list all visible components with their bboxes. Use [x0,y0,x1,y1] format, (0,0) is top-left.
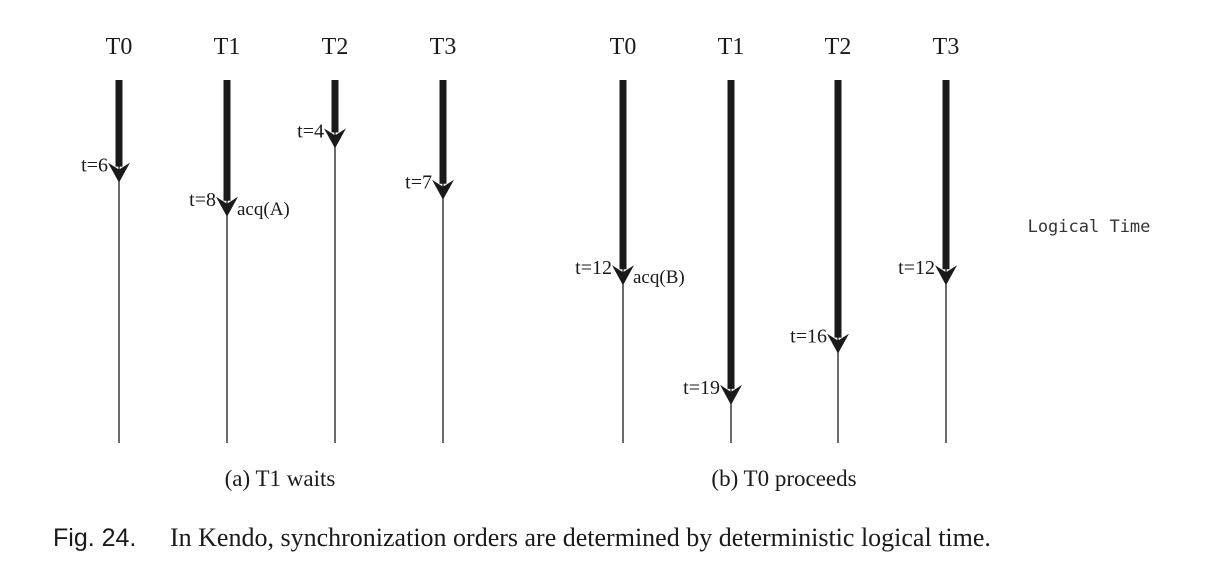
panel-a-t1-time-label: t=8 [189,189,216,211]
panel-a-t3-label: T3 [430,34,457,60]
panel-a-t3-arrowhead [432,179,454,200]
logical-time-legend: Logical Time [1028,217,1151,237]
panel-a-t2-label: T2 [322,34,349,60]
panel-a-t1-arrowhead [216,196,238,217]
panel-a-t2-time-label: t=4 [297,120,324,142]
panel-a-t0-time-label: t=6 [81,155,108,177]
panel-b: T0 t=12 acq(B) T1 t=19 T2 t=16 T3 t=12 [575,34,959,443]
panel-b-t3-arrowhead [935,265,957,286]
panel-a-t0-label: T0 [106,34,133,60]
panel-b-t0-annotation: acq(B) [633,267,685,288]
panel-b-caption: (b) T0 proceeds [711,466,856,491]
panel-b-t3-label: T3 [933,34,960,60]
figure-caption-prefix: Fig. 24. [53,524,136,552]
figure-caption-text: In Kendo, synchronization orders are det… [170,523,991,552]
panel-b-t2-time-label: t=16 [790,326,827,348]
panel-b-t2-arrowhead [827,333,849,354]
panel-b-t0-arrowhead [612,265,634,286]
panel-b-t0-time-label: t=12 [575,257,612,279]
panel-b-t0-label: T0 [610,34,637,60]
panel-a: T0 t=6 T1 t=8 acq(A) T2 t=4 T3 t=7 [81,34,456,443]
panel-a-t2-arrowhead [324,128,346,149]
panel-a-t3-time-label: t=7 [405,172,432,194]
panel-b-t1-label: T1 [718,34,745,60]
panel-a-caption: (a) T1 waits [225,466,336,491]
panel-a-t1-label: T1 [214,34,241,60]
panel-b-t1-arrowhead [720,384,742,405]
panel-b-t2-label: T2 [825,34,852,60]
panel-b-t3-time-label: t=12 [898,257,935,279]
panel-b-t1-time-label: t=19 [683,377,720,399]
panel-a-t1-annotation: acq(A) [237,199,290,220]
panel-a-t0-arrowhead [108,162,130,183]
